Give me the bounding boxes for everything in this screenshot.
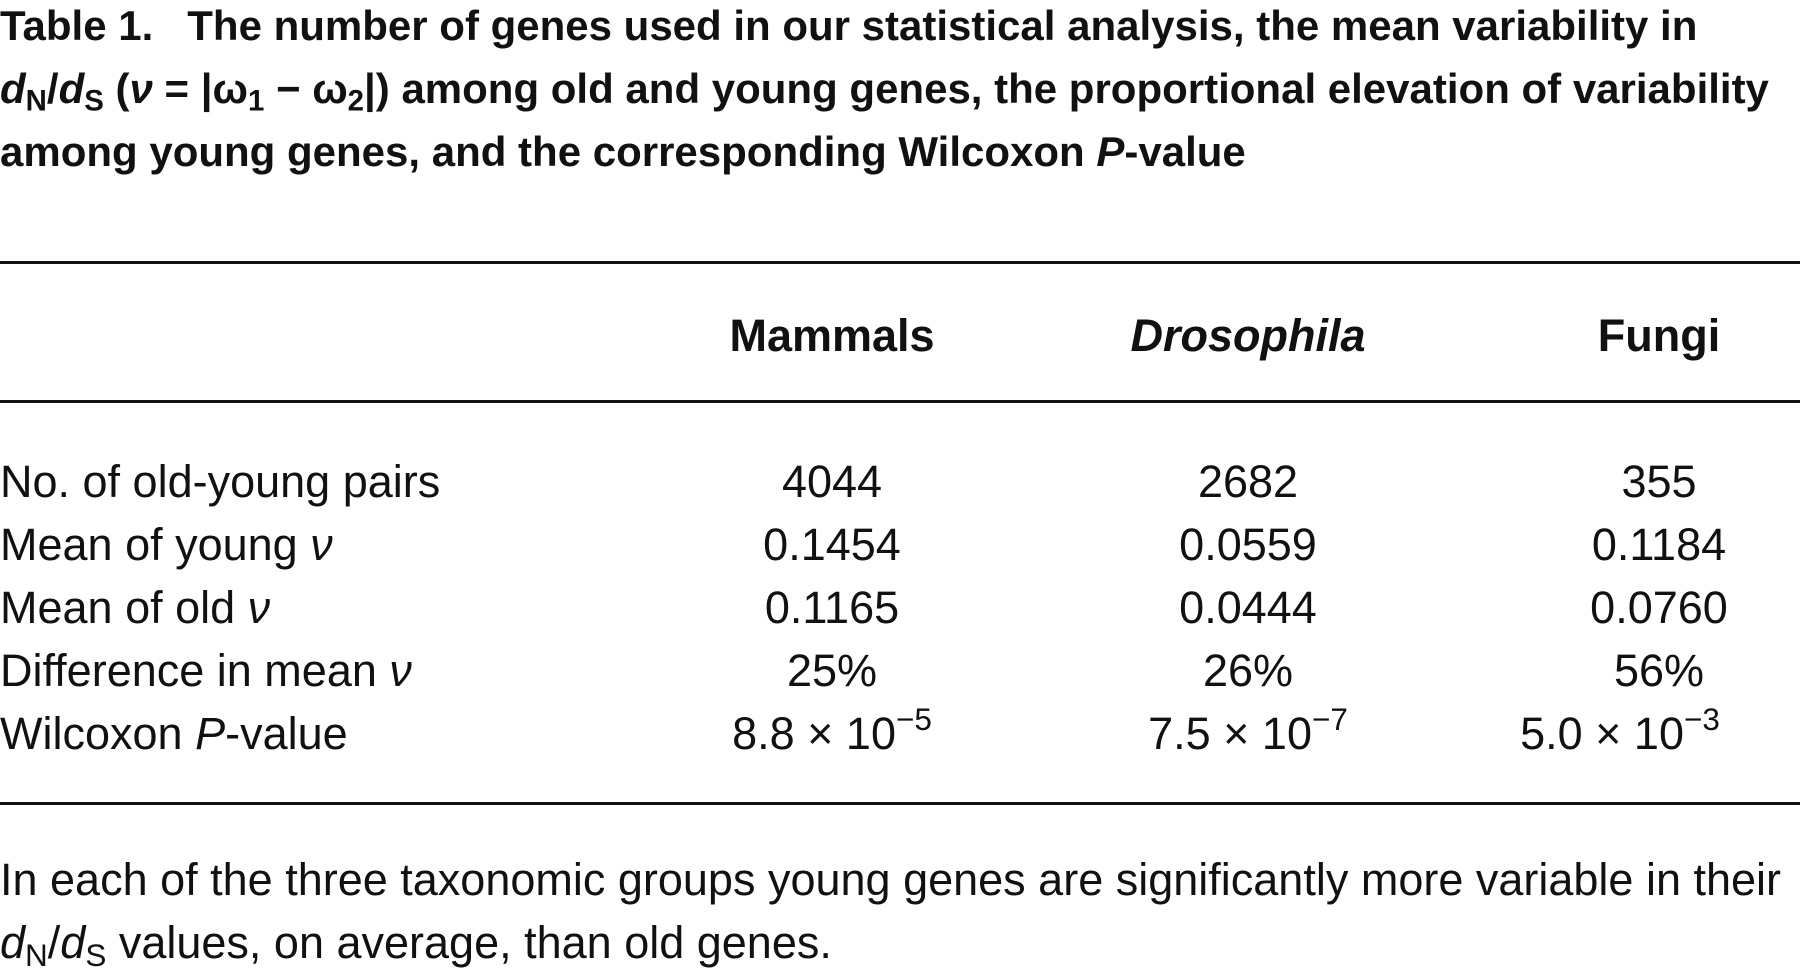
row-label-text: No. of old-young pairs	[0, 456, 441, 507]
footnote-text: In each of the three taxonomic groups yo…	[0, 854, 1782, 905]
cell: 5.0 × 10−3	[1410, 703, 1800, 762]
row-label-text: Mean of old	[0, 582, 248, 633]
cell-exponent: −5	[895, 701, 932, 738]
column-header: Fungi	[1597, 310, 1721, 361]
caption-symbol: ν	[129, 65, 153, 112]
caption-subscript: S	[84, 84, 104, 118]
caption-text: -value	[1124, 128, 1246, 175]
top-rule	[0, 261, 1800, 264]
bottom-rule	[0, 802, 1800, 805]
cell: 0.0444	[1179, 582, 1317, 633]
cell: 26%	[1202, 645, 1294, 696]
footnote-subscript: S	[85, 936, 107, 973]
cell: 7.5 × 10−7	[1038, 703, 1458, 762]
cell: 0.1184	[1591, 519, 1727, 570]
cell-base: 8.8 × 10	[732, 708, 896, 759]
column-header-text: Drosophila	[1130, 310, 1366, 361]
column-header: Mammals	[729, 310, 935, 361]
row-label: Mean of old ν	[0, 580, 270, 636]
cell: 25%	[786, 645, 878, 696]
caption-symbol: d	[0, 65, 26, 112]
row-label-symbol: ν	[310, 519, 333, 570]
cell: 56%	[1613, 645, 1705, 696]
caption-text: = |	[152, 65, 213, 112]
header-rule	[0, 400, 1800, 403]
cell: 2682	[1197, 456, 1299, 507]
cell: 0.0559	[1179, 519, 1317, 570]
caption-text: |) among old and young genes, the propor…	[0, 65, 1769, 175]
row-label-text: -value	[225, 708, 348, 759]
column-header: Drosophila	[1038, 308, 1458, 364]
caption-symbol: P	[1096, 128, 1125, 175]
row-label-symbol: P	[195, 708, 226, 759]
caption-symbol: ω	[212, 65, 248, 112]
cell: 355	[1621, 456, 1697, 507]
cell: 0.1454	[763, 519, 901, 570]
caption-text: /	[46, 65, 59, 112]
cell-exponent: −7	[1311, 701, 1348, 738]
caption-label: Table 1.	[0, 2, 154, 49]
row-label-symbol: ν	[389, 645, 412, 696]
caption-symbol: d	[58, 65, 85, 112]
caption-subscript: N	[25, 84, 47, 118]
cell-exponent: −3	[1683, 701, 1720, 738]
cell-base: 5.0 × 10	[1520, 708, 1684, 759]
footnote-text: values, on average, than old genes.	[106, 917, 832, 968]
footnote-text: /	[47, 917, 61, 968]
footnote-symbol: d	[0, 917, 26, 968]
row-label: Difference in mean ν	[0, 643, 412, 699]
caption-symbol: ω	[312, 65, 348, 112]
cell: 0.0760	[1590, 582, 1728, 633]
cell-base: 7.5 × 10	[1148, 708, 1312, 759]
row-label-symbol: ν	[247, 582, 271, 633]
caption-subscript: 2	[347, 84, 365, 118]
cell: 4044	[781, 456, 883, 507]
row-label: Mean of young ν	[0, 517, 333, 573]
footnote-symbol: d	[60, 917, 86, 968]
row-label-text: Difference in mean	[0, 645, 390, 696]
cell: 8.8 × 10−5	[622, 703, 1042, 762]
footnote: In each of the three taxonomic groups yo…	[0, 848, 1800, 974]
footnote-subscript: N	[25, 936, 48, 973]
row-label: Wilcoxon P-value	[0, 706, 348, 762]
row-label-text: Wilcoxon	[0, 708, 196, 759]
caption-text: (	[103, 65, 130, 112]
cell: 0.1165	[764, 582, 900, 633]
caption-text: The number of genes used in our statisti…	[187, 2, 1698, 49]
caption-text: −	[264, 65, 313, 112]
row-label-text: Mean of young	[0, 519, 311, 570]
caption-subscript: 1	[247, 84, 265, 118]
row-label: No. of old-young pairs	[0, 454, 440, 510]
table-caption: Table 1. The number of genes used in our …	[0, 0, 1790, 183]
